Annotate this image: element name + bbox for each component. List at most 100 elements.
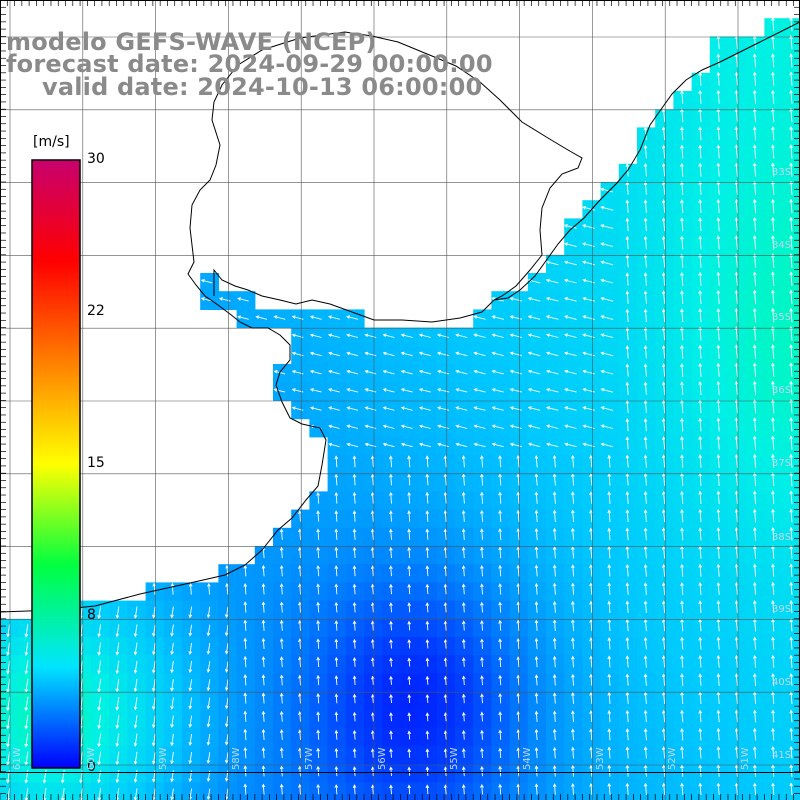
wind-arrow [407,639,412,649]
wind-arrow [498,546,502,559]
wind-arrow [224,697,229,710]
wind-arrow [188,661,193,674]
wind-arrow [789,53,793,68]
wind-arrow [643,381,648,395]
wind-arrow [534,655,539,668]
wind-arrow [516,619,521,631]
wind-arrow [680,417,684,432]
wind-arrow [789,253,793,268]
wind-arrow [516,454,521,468]
wind-arrow [437,442,450,448]
wind-arrow [461,491,466,504]
wind-arrow [625,181,630,195]
wind-arrow [752,271,757,287]
wind-arrow [24,624,29,638]
wind-arrow [752,673,757,686]
wind-arrow [534,637,539,650]
wind-arrow [237,315,249,320]
wind-arrow [527,351,541,357]
wind-arrow [789,490,793,505]
wind-arrow [382,351,395,357]
wind-arrow [261,710,266,722]
wind-arrow [600,315,614,320]
wind-arrow [352,711,357,722]
wind-arrow [680,582,684,595]
wind-arrow [582,442,595,448]
wind-arrow [564,315,577,320]
lon-label-53w: 53W [595,747,606,770]
wind-arrow [582,224,596,229]
wind-arrow [661,144,666,159]
wind-arrow [170,624,174,637]
wind-arrow [437,424,450,429]
wind-arrow [716,308,721,323]
wind-arrow [534,473,539,486]
wind-arrow [133,606,138,619]
wind-arrow [789,216,793,232]
wind-arrow [789,89,793,104]
wind-arrow [316,747,320,759]
wind-arrow [115,697,120,711]
wind-arrow [509,333,523,338]
wind-arrow [389,748,393,758]
wind-arrow [752,126,757,141]
wind-arrow [170,642,174,656]
wind-arrow [734,162,739,177]
wind-arrow [570,454,575,468]
wind-arrow [771,398,775,414]
wind-arrow [273,315,286,320]
wind-arrow [425,766,430,777]
wind-arrow [498,729,502,740]
wind-arrow [455,406,468,411]
wind-arrow [443,766,448,777]
wind-arrow [752,198,757,214]
wind-arrow [661,253,666,268]
wind-arrow [298,583,302,595]
wind-arrow [571,728,575,741]
wind-arrow [545,369,559,375]
wind-arrow [716,362,721,377]
wind-arrow [600,387,614,393]
wind-arrow [389,712,393,722]
wind-arrow [564,388,577,393]
wind-arrow [516,601,521,613]
wind-arrow [527,406,541,411]
wind-arrow [643,527,648,541]
wind-arrow [151,733,156,747]
wind-arrow [789,271,793,287]
wind-arrow [407,583,411,595]
wind-arrow [545,388,559,393]
wind-arrow [661,326,666,341]
wind-arrow [771,600,775,614]
wind-arrow [437,388,450,393]
wind-arrow [298,729,302,740]
lat-label-40s: 40S [772,677,792,688]
wind-arrow [752,53,757,68]
wind-arrow [400,333,413,338]
wind-arrow [571,673,575,686]
wind-arrow [279,637,284,650]
wind-arrow [291,315,304,320]
wind-arrow [698,326,702,341]
wind-arrow [680,709,684,723]
wind-arrow [789,782,794,796]
wind-arrow [752,289,757,305]
wind-arrow [370,784,375,795]
wind-arrow [680,563,684,577]
wind-arrow [480,601,484,613]
wind-arrow [352,583,357,595]
lat-label-34s: 34S [772,240,792,251]
wind-arrow [771,216,775,232]
wind-arrow [243,674,248,686]
wind-arrow [298,510,302,522]
wind-arrow [443,565,448,577]
wind-arrow [582,278,596,284]
lat-label-35s: 35S [772,312,792,323]
wind-arrow [425,620,430,631]
wind-arrow [455,442,468,448]
wind-arrow [643,673,648,686]
wind-arrow [188,642,193,655]
wind-arrow [316,765,320,777]
coastline [0,21,800,613]
wind-arrow [771,453,775,468]
